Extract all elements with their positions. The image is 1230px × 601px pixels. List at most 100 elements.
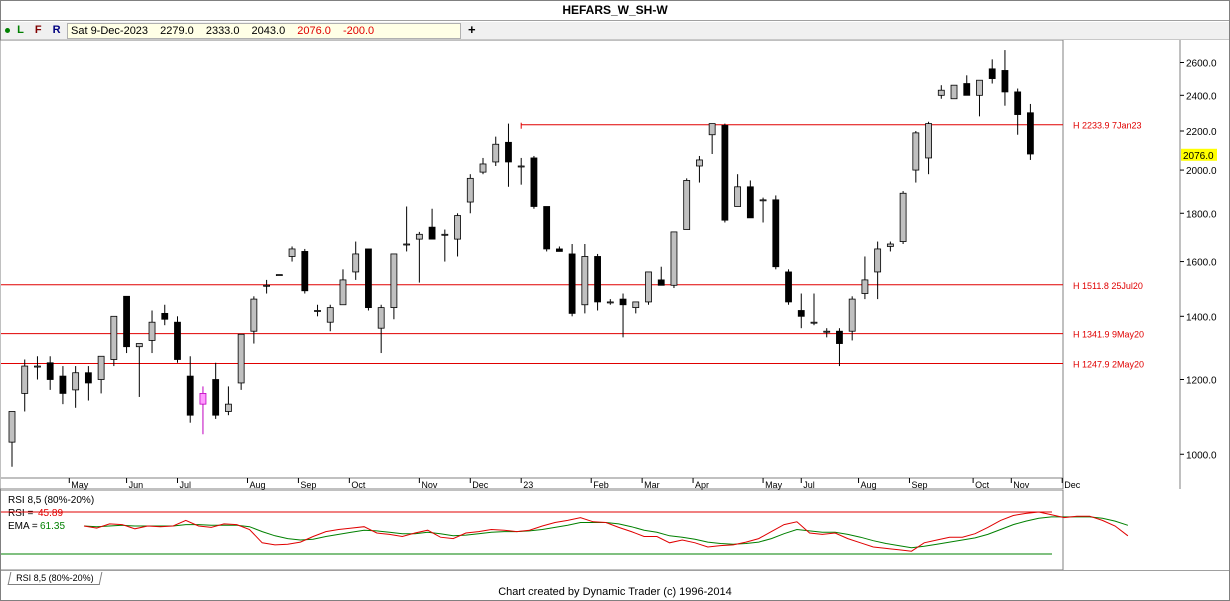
flag-r[interactable]: R [52, 24, 61, 36]
candle-body [263, 284, 271, 287]
rsi-chart[interactable]: RSI 8,5 (80%-20%) RSI = 45.89 EMA = 61.3… [0, 490, 1230, 570]
indicator-tabbar: RSI 8,5 (80%-20%) [1, 570, 1229, 585]
x-tick-label: 23 [523, 480, 533, 490]
y-tick-label: 1400.0 [1186, 312, 1217, 323]
candle-body [288, 248, 296, 257]
candle-body [441, 233, 449, 236]
candle-body [212, 379, 220, 416]
price-chart[interactable]: 2600.0 2400.0 2200.0 2000.0 1800.0 1600.0 1400… [0, 40, 1230, 490]
level-label: H 1341.9 9May20 [1073, 330, 1144, 340]
candle-body [225, 403, 232, 412]
candle-body [619, 298, 627, 306]
plus-icon[interactable]: + [468, 22, 476, 37]
ema-line [83, 516, 1129, 549]
candle-body [97, 355, 105, 380]
candle-body [301, 251, 309, 292]
candle-body [390, 253, 398, 309]
candle-body [174, 321, 181, 360]
x-tick-label: Jul [179, 480, 191, 490]
candle-body [568, 253, 576, 314]
candle-body [746, 186, 754, 219]
candle-body [988, 68, 996, 79]
readout-open: 2279.0 [160, 25, 194, 37]
candle-body [899, 192, 907, 242]
candle-body [543, 206, 551, 250]
candle-body [772, 199, 780, 268]
candle-body [708, 123, 716, 136]
level-label: H 1511.8 25Jul20 [1073, 281, 1143, 291]
candle-body [785, 271, 792, 303]
candle-body [505, 141, 512, 163]
y-tick-label: 2400.0 [1186, 91, 1217, 102]
status-dot-icon [5, 27, 10, 33]
candle-body [110, 315, 118, 360]
footer-credit: Chart created by Dynamic Trader (c) 1996… [498, 586, 732, 598]
current-price-tag [1181, 148, 1217, 161]
readout-change: -200.0 [342, 25, 375, 37]
readout-low: 2043.0 [251, 25, 286, 37]
candle-body [848, 298, 856, 332]
candle-body [645, 271, 652, 303]
rsi-header: RSI 8,5 (80%-20%) [8, 495, 94, 506]
y-tick-label: 1800.0 [1186, 209, 1217, 220]
rsi-line [83, 511, 1129, 552]
flag-l[interactable]: L [17, 24, 24, 36]
candle-body [479, 163, 487, 173]
candle-body [1027, 112, 1034, 155]
candle-body [810, 321, 818, 324]
x-tick-label: May [765, 480, 783, 490]
candle-body [759, 199, 767, 202]
readout-close: 2076.0 [297, 25, 331, 37]
candle-body [352, 253, 360, 273]
x-tick-label: Feb [593, 480, 609, 490]
title-divider [1, 20, 1229, 21]
candle-body [250, 298, 258, 332]
candle-body [365, 248, 372, 309]
candle-body [950, 84, 958, 100]
candle-body [555, 248, 563, 252]
candle-body [606, 301, 614, 304]
x-tick-label: Apr [695, 480, 709, 490]
candle-body [8, 411, 16, 443]
candle-body [237, 333, 245, 384]
rsi-panel-frame [0, 490, 1064, 570]
x-tick-label: Oct [975, 480, 990, 490]
candle-body [123, 295, 130, 348]
candle-body [594, 256, 601, 303]
tab-rsi[interactable]: RSI 8,5 (80%-20%) [7, 572, 102, 585]
x-tick-label: Sep [911, 480, 927, 490]
y-tick-label: 2600.0 [1186, 58, 1217, 69]
candle-body [823, 330, 831, 333]
x-tick-label: Nov [421, 480, 438, 490]
candle-body [72, 372, 80, 391]
y-tick-label: 2000.0 [1186, 166, 1217, 177]
readout-high: 2333.0 [205, 25, 240, 37]
candle-body [530, 157, 538, 207]
candle-body [326, 307, 334, 323]
candle-body [59, 375, 67, 394]
x-tick-label: Nov [1013, 480, 1030, 490]
x-tick-label: May [71, 480, 89, 490]
y-tick-label: 1200.0 [1186, 376, 1217, 387]
candle-body [135, 343, 143, 348]
candle-body [1001, 70, 1009, 93]
candle-body [46, 362, 54, 380]
candle-body [886, 243, 894, 247]
candle-body [912, 132, 920, 171]
candle-body [696, 159, 703, 167]
candle-body [797, 310, 805, 317]
rsi-value: 45.89 [38, 508, 63, 519]
candle-body [861, 279, 869, 294]
candle-body [937, 89, 945, 96]
candle-body [275, 274, 283, 276]
candle-body [925, 123, 932, 159]
x-tick-label: Jun [129, 480, 144, 490]
candle-body [670, 231, 678, 286]
level-label: H 2233.9 7Jan23 [1073, 121, 1142, 131]
x-tick-label: Jul [803, 480, 815, 490]
candle-body [403, 243, 411, 246]
data-toolbar: L F R Sat 9-Dec-2023 2279.0 2333.0 2043.… [1, 22, 1229, 40]
candle-body [148, 321, 156, 341]
flag-f[interactable]: F [34, 24, 42, 36]
price-panel-frame [0, 40, 1064, 490]
